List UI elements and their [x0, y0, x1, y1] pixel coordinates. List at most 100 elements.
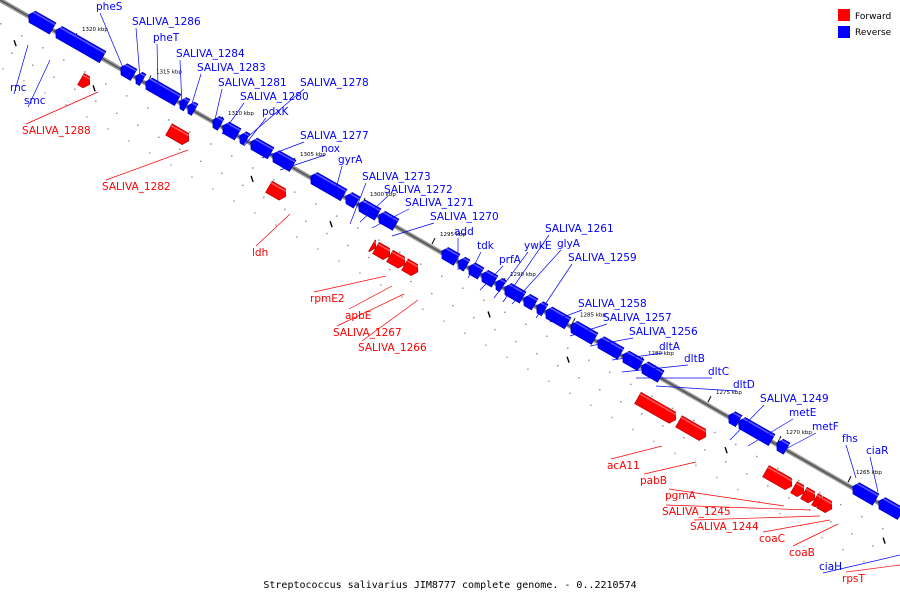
gene-saliva-1267[interactable]	[386, 249, 406, 269]
label-ldh[interactable]: ldh	[252, 247, 268, 259]
gene-prfa[interactable]	[481, 270, 499, 288]
gene-saliva-1249[interactable]	[728, 411, 743, 428]
gene-saliva-1244[interactable]	[800, 486, 816, 504]
label-phes[interactable]: pheS	[96, 1, 123, 13]
label-smc[interactable]: smc	[24, 95, 46, 107]
label-coab[interactable]: coaB	[789, 547, 815, 559]
gene-pdxk[interactable]	[250, 137, 275, 160]
gene-dlta[interactable]	[622, 350, 645, 372]
label-dlta[interactable]: dltA	[659, 341, 681, 353]
label-saliva-1286[interactable]: SALIVA_1286	[132, 16, 201, 28]
label-saliva-1261[interactable]: SALIVA_1261	[545, 223, 614, 235]
guide-dot	[74, 88, 76, 90]
gene-coab[interactable]	[816, 495, 833, 513]
label-phet[interactable]: pheT	[153, 32, 180, 44]
gene-saliva-1283[interactable]	[187, 101, 199, 116]
label-pabb[interactable]: pabB	[640, 475, 667, 487]
label-saliva-1257[interactable]: SALIVA_1257	[603, 312, 672, 324]
gene-saliva-1258[interactable]	[545, 306, 572, 330]
gene-saliva-1284[interactable]	[179, 97, 191, 112]
label-saliva-1245[interactable]: SALIVA_1245	[662, 506, 731, 518]
label-saliva-1282[interactable]: SALIVA_1282	[102, 181, 171, 193]
track-mark	[92, 85, 96, 92]
label-saliva-1267[interactable]: SALIVA_1267	[333, 327, 402, 339]
gene-saliva-1271[interactable]	[378, 211, 400, 231]
label-tdk[interactable]: tdk	[477, 240, 495, 252]
gene-pgma[interactable]	[762, 465, 793, 491]
gene-ldh[interactable]	[265, 180, 287, 201]
gene-rpme2[interactable]	[368, 239, 377, 252]
label-saliva-1259[interactable]: SALIVA_1259	[568, 252, 637, 264]
label-saliva-1244[interactable]: SALIVA_1244	[690, 521, 759, 533]
label-rpst[interactable]: rpsT	[842, 573, 865, 585]
gene-gyra[interactable]	[345, 192, 361, 209]
gene-apbe[interactable]	[372, 241, 391, 260]
gene-phet[interactable]	[145, 77, 182, 107]
gene-nox[interactable]	[310, 172, 348, 202]
gene-rnc[interactable]	[28, 10, 57, 35]
label-pdxk[interactable]: pdxK	[262, 106, 290, 118]
label-saliva-1283[interactable]: SALIVA_1283	[197, 62, 266, 74]
label-nox[interactable]: nox	[321, 143, 340, 155]
label-ciah[interactable]: ciaH	[819, 561, 842, 573]
label-metf[interactable]: metF	[812, 421, 839, 433]
label-saliva-1270[interactable]: SALIVA_1270	[430, 211, 499, 223]
label-saliva-1271[interactable]: SALIVA_1271	[405, 197, 474, 209]
gene-saliva-1266[interactable]	[401, 258, 419, 277]
label-saliva-1277[interactable]: SALIVA_1277	[300, 130, 369, 142]
gene-saliva-1278[interactable]	[239, 131, 251, 146]
scale-tick-label: 1275 kbp	[716, 390, 742, 396]
gene-pabb[interactable]	[675, 415, 707, 441]
label-add[interactable]: add	[454, 226, 474, 238]
gene-glya[interactable]	[523, 294, 539, 311]
gene-saliva-1281[interactable]	[212, 116, 225, 131]
label-saliva-1273[interactable]: SALIVA_1273	[362, 171, 431, 183]
label-saliva-1280[interactable]: SALIVA_1280	[240, 91, 309, 103]
label-saliva-1278[interactable]: SALIVA_1278	[300, 77, 369, 89]
label-rpme2[interactable]: rpmE2	[310, 293, 345, 305]
label-mete[interactable]: metE	[789, 407, 816, 419]
label-rnc[interactable]: rnc	[10, 82, 27, 94]
label-ywke[interactable]: ywkE	[524, 240, 552, 252]
label-coac[interactable]: coaC	[759, 533, 785, 545]
gene-tdk[interactable]	[468, 262, 485, 280]
label-saliva-1281[interactable]: SALIVA_1281	[218, 77, 287, 89]
guide-dot	[567, 347, 569, 349]
label-ciar[interactable]: ciaR	[866, 445, 888, 457]
label-glya[interactable]: glyA	[557, 238, 581, 250]
label-saliva-1272[interactable]: SALIVA_1272	[384, 184, 453, 196]
gene-ywke[interactable]	[495, 278, 507, 293]
gene-saliva-1245[interactable]	[790, 481, 805, 497]
label-aca11[interactable]: acA11	[607, 460, 640, 472]
gene-add[interactable]	[458, 256, 471, 272]
gene-saliva-1288[interactable]	[77, 73, 91, 89]
label-saliva-1256[interactable]: SALIVA_1256	[629, 326, 698, 338]
gene-saliva-1261[interactable]	[504, 283, 527, 304]
label-saliva-1258[interactable]: SALIVA_1258	[578, 298, 647, 310]
label-dltd[interactable]: dltD	[733, 379, 755, 391]
label-prfa[interactable]: prfA	[499, 254, 522, 266]
label-saliva-1249[interactable]: SALIVA_1249	[760, 393, 829, 405]
gene-mete[interactable]	[738, 417, 776, 447]
gene-smc[interactable]	[55, 26, 107, 64]
label-gyra[interactable]: gyrA	[338, 154, 363, 166]
gene-metf[interactable]	[776, 438, 791, 455]
label-dltb[interactable]: dltB	[684, 353, 705, 365]
gene-ciar[interactable]	[878, 497, 900, 520]
label-pgma[interactable]: pgmA	[665, 490, 697, 502]
gene-saliva-1286[interactable]	[135, 71, 147, 87]
gene-saliva-1256[interactable]	[597, 336, 625, 360]
label-saliva-1266[interactable]: SALIVA_1266	[358, 342, 427, 354]
gene-aca11[interactable]	[634, 391, 677, 424]
gene-fhs[interactable]	[852, 482, 880, 506]
gene-highlight	[122, 62, 137, 72]
gene-saliva-1257[interactable]	[570, 320, 599, 345]
label-saliva-1284[interactable]: SALIVA_1284	[176, 48, 245, 60]
leader-saliva-1244	[693, 515, 821, 521]
guide-dot	[422, 308, 424, 310]
label-fhs[interactable]: fhs	[842, 433, 858, 445]
gene-phes[interactable]	[120, 63, 138, 81]
label-dltc[interactable]: dltC	[708, 366, 729, 378]
label-saliva-1288[interactable]: SALIVA_1288	[22, 125, 91, 137]
gene-saliva-1282[interactable]	[165, 123, 190, 145]
